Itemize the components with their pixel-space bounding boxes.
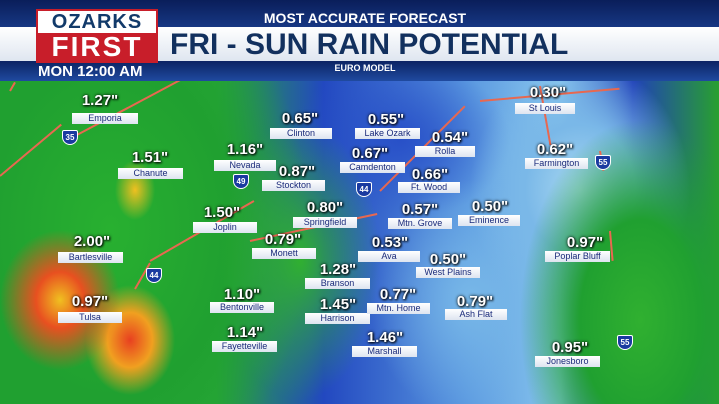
rain-amount: 0.80"	[306, 199, 344, 216]
city-label: Tulsa	[58, 312, 122, 323]
rain-amount: 0.77"	[379, 286, 417, 303]
city-label: Mtn. Grove	[388, 218, 452, 229]
city-label: Ash Flat	[445, 309, 507, 320]
page-title: FRI - SUN RAIN POTENTIAL	[170, 28, 569, 61]
city-label: Nevada	[214, 160, 276, 171]
city-label: Springfield	[293, 217, 357, 228]
rain-amount: 0.50"	[429, 251, 467, 268]
rain-amount: 1.50"	[203, 204, 241, 221]
rain-amount: 1.45"	[319, 296, 357, 313]
city-label: Mtn. Home	[367, 303, 430, 314]
city-label: Camdenton	[340, 162, 405, 173]
logo-bottom-text: FIRST	[38, 33, 156, 61]
rain-amount: 0.50"	[471, 198, 509, 215]
city-label: Clinton	[270, 128, 332, 139]
rain-amount: 0.79"	[264, 231, 302, 248]
rain-amount: 1.28"	[319, 261, 357, 278]
interstate-shield-icon: 35	[62, 130, 78, 145]
interstate-shield-icon: 49	[233, 174, 249, 189]
station-logo: OZARKS FIRST	[36, 9, 158, 63]
city-label: Farmington	[525, 158, 588, 169]
city-label: Fayetteville	[212, 341, 277, 352]
city-label: Harrison	[305, 313, 370, 324]
city-label: West Plains	[416, 267, 480, 278]
city-label: St Louis	[515, 103, 575, 114]
rain-amount: 0.65"	[281, 110, 319, 127]
rain-amount: 0.62"	[536, 141, 574, 158]
interstate-shield-icon: 44	[356, 182, 372, 197]
rain-amount: 1.14"	[226, 324, 264, 341]
rain-amount: 0.79"	[456, 293, 494, 310]
interstate-shield-icon: 44	[146, 268, 162, 283]
city-label: Bentonville	[210, 302, 274, 313]
city-label: Jonesboro	[535, 356, 600, 367]
city-label: Lake Ozark	[355, 128, 420, 139]
rain-amount: 1.46"	[366, 329, 404, 346]
rain-amount: 0.87"	[278, 163, 316, 180]
rain-amount: 0.57"	[401, 201, 439, 218]
city-label: Eminence	[458, 215, 520, 226]
rain-amount: 0.97"	[566, 234, 604, 251]
city-label: Chanute	[118, 168, 183, 179]
city-label: Branson	[305, 278, 370, 289]
city-label: Rolla	[415, 146, 475, 157]
interstate-shield-icon: 55	[617, 335, 633, 350]
city-label: Marshall	[352, 346, 417, 357]
timestamp: MON 12:00 AM	[38, 63, 143, 80]
rain-amount: 1.27"	[81, 92, 119, 109]
rain-amount: 0.97"	[71, 293, 109, 310]
rain-amount: 1.51"	[131, 149, 169, 166]
rain-amount: 0.30"	[529, 84, 567, 101]
model-label: EURO MODEL	[334, 63, 396, 73]
city-label: Ava	[358, 251, 420, 262]
city-label: Monett	[252, 248, 316, 259]
rain-amount: 0.53"	[371, 234, 409, 251]
kicker-text: MOST ACCURATE FORECAST	[263, 10, 467, 26]
city-label: Stockton	[262, 180, 325, 191]
rain-amount: 0.55"	[367, 111, 405, 128]
rain-amount: 0.95"	[551, 339, 589, 356]
subtitle-bar	[0, 61, 719, 81]
logo-top-text: OZARKS	[51, 11, 143, 33]
city-label: Bartlesville	[58, 252, 123, 263]
rain-amount: 0.67"	[351, 145, 389, 162]
rain-amount: 1.16"	[226, 141, 264, 158]
city-label: Emporia	[72, 113, 138, 124]
city-label: Joplin	[193, 222, 257, 233]
rain-amount: 0.66"	[411, 166, 449, 183]
city-label: Poplar Bluff	[545, 251, 610, 262]
city-label: Ft. Wood	[398, 182, 460, 193]
interstate-shield-icon: 55	[595, 155, 611, 170]
rain-amount: 2.00"	[73, 233, 111, 250]
rain-amount: 0.54"	[431, 129, 469, 146]
rain-amount: 1.10"	[223, 286, 261, 303]
